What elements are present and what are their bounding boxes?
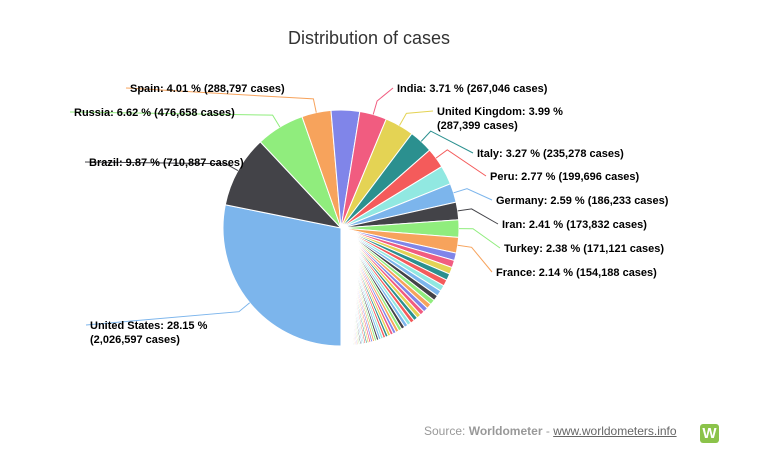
slice-label-turkey: Turkey: 2.38 % (171,121 cases) (504, 243, 664, 255)
slice-label-spain: Spain: 4.01 % (288,797 cases) (130, 83, 285, 95)
slice-label-peru: Peru: 2.77 % (199,696 cases) (490, 171, 640, 183)
pie-slice-united-states[interactable] (222, 204, 342, 347)
slice-label-united-states: United States: 28.15 % (2,026,597 cases) (90, 320, 208, 346)
slice-label-germany: Germany: 2.59 % (186,233 cases) (496, 195, 669, 207)
source-name: Worldometer (468, 424, 543, 438)
connector-line (457, 208, 499, 225)
connector-line (420, 130, 474, 154)
slice-label-france: France: 2.14 % (154,188 cases) (496, 267, 657, 279)
slice-label-brazil: Brazil: 9.87 % (710,887 cases) (89, 157, 244, 169)
slice-labels: United States: 28.15 % (2,026,597 cases) B… (74, 83, 669, 346)
worldometer-logo-icon: W (700, 424, 719, 443)
slice-label-russia: Russia: 6.62 % (476,658 cases) (74, 107, 235, 119)
source-link[interactable]: www.worldometers.info (553, 424, 677, 438)
connector-line (372, 87, 394, 115)
slice-label-iran: Iran: 2.41 % (173,832 cases) (502, 219, 647, 231)
pie-slices (222, 109, 460, 347)
source-credit: Source: Worldometer - www.worldometers.i… (424, 424, 677, 438)
slice-label-italy: Italy: 3.27 % (235,278 cases) (477, 148, 624, 160)
connector-line (69, 111, 281, 128)
connector-line (399, 110, 434, 126)
chart-title: Distribution of cases (288, 28, 450, 48)
connector-line (85, 302, 251, 326)
slice-label-india: India: 3.71 % (267,046 cases) (397, 83, 548, 95)
connector-line (457, 244, 493, 273)
pie-slice-other[interactable] (340, 227, 343, 347)
connector-line (458, 228, 501, 249)
connector-line (84, 161, 239, 172)
connector-line (125, 87, 317, 113)
source-prefix: Source: (424, 424, 466, 438)
slice-label-united-kingdom: United Kingdom: 3.99 % (287,399 cases) (437, 106, 563, 132)
connector-line (435, 149, 487, 177)
connector-line (453, 188, 493, 201)
label-connectors (69, 87, 501, 326)
pie-slice-brazil[interactable] (224, 141, 343, 229)
source-separator: - (545, 424, 550, 438)
